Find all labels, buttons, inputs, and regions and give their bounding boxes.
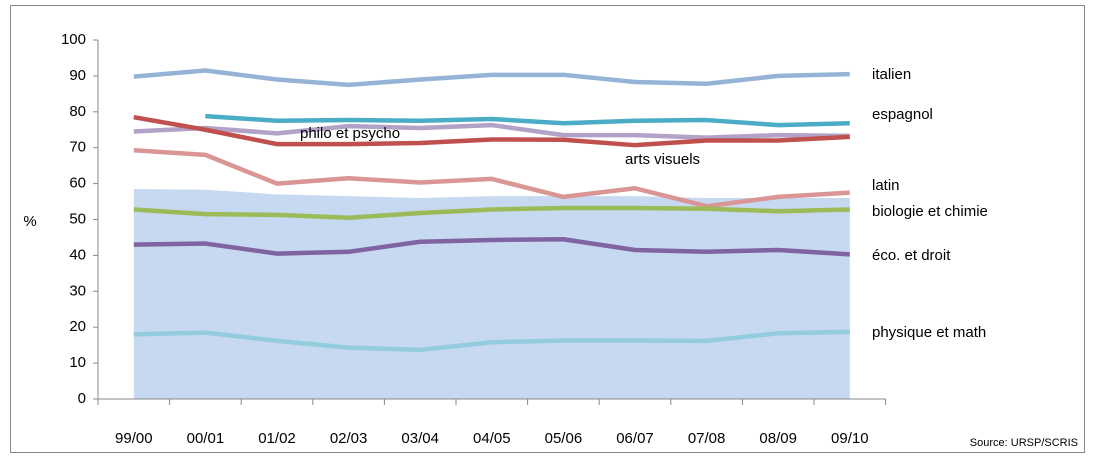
frame — [10, 5, 1085, 453]
series-line — [133, 329, 850, 353]
x-tick-label: 05/06 — [545, 430, 583, 447]
x-tick-label: 03/04 — [401, 430, 439, 447]
x-tick-label: 02/03 — [330, 430, 368, 447]
y-tick-label: 20 — [69, 318, 86, 335]
series-line — [133, 68, 850, 88]
series-line — [133, 122, 850, 140]
y-tick-label: 50 — [69, 210, 86, 227]
source: Source: URSP/SCRIS — [970, 437, 1078, 449]
series-line — [133, 147, 850, 209]
y-tick-label: 10 — [69, 354, 86, 371]
series-line — [133, 205, 850, 220]
y-tick-label: 80 — [69, 103, 86, 120]
series-label: physique et math — [872, 324, 986, 341]
area — [133, 188, 850, 399]
y-axis-label: % — [23, 213, 36, 230]
series-label: italien — [872, 66, 911, 83]
series-label: philo et psycho — [300, 125, 400, 142]
x-tick-label: 01/02 — [258, 430, 296, 447]
x-tick-label: 04/05 — [473, 430, 511, 447]
x-tick-label: 06/07 — [616, 430, 654, 447]
series-label: biologie et chimie — [872, 203, 988, 220]
x-tick-label: 99/00 — [115, 430, 153, 447]
series-label: éco. et droit — [872, 247, 951, 264]
series-line — [205, 113, 850, 128]
x-tick-label: 09/10 — [831, 430, 869, 447]
x-tick-label: 07/08 — [688, 430, 726, 447]
y-tick-label: 60 — [69, 175, 86, 192]
x-tick-label: 08/09 — [759, 430, 797, 447]
y-tick-label: 0 — [78, 390, 86, 407]
series-line — [133, 114, 850, 148]
y-tick-label: 70 — [69, 139, 86, 156]
y-tick-label: 40 — [69, 246, 86, 263]
series-label: espagnol — [872, 106, 933, 123]
y-tick-label: 100 — [61, 31, 86, 48]
series-label: arts visuels — [625, 151, 700, 168]
x-tick-label: 00/01 — [187, 430, 225, 447]
y-tick-label: 90 — [69, 67, 86, 84]
series-label: latin — [872, 177, 900, 194]
series-line — [133, 236, 850, 257]
y-tick-label: 30 — [69, 282, 86, 299]
